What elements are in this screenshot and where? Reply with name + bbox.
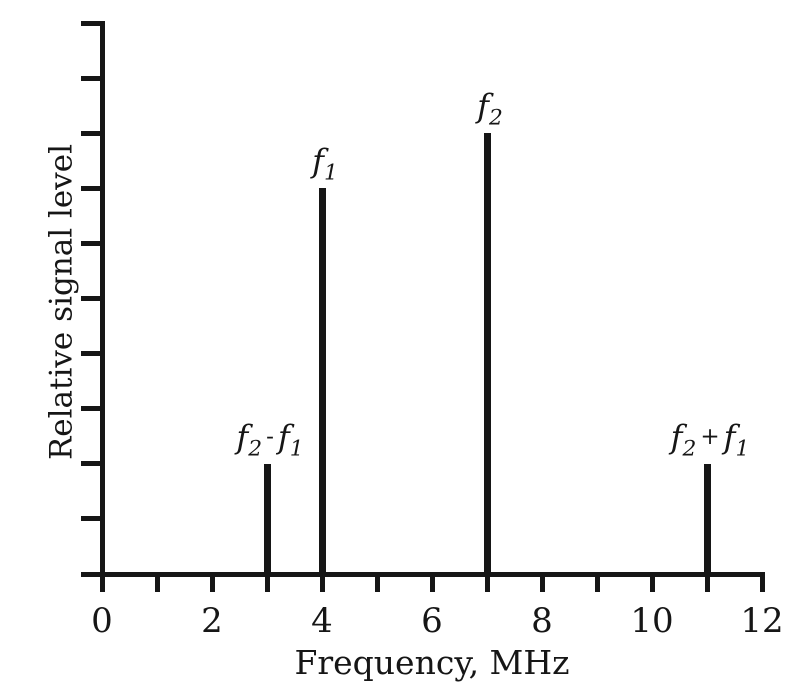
x-tick-label: 6 [421,601,443,641]
peak-label-f2: f2 [477,87,503,131]
y-tick [81,240,102,246]
y-tick [81,461,102,467]
x-tick [374,574,380,592]
y-axis-line [99,20,105,577]
x-tick [759,574,765,592]
x-tick [594,574,600,592]
peak-label-f1: f1 [312,142,338,186]
x-tick-label: 2 [201,601,223,641]
x-tick [99,574,105,592]
y-tick [81,185,102,191]
y-tick [81,75,102,81]
x-tick [649,574,655,592]
y-tick [81,406,102,412]
x-tick [484,574,490,592]
x-tick-label: 4 [311,601,333,641]
y-tick [81,20,102,26]
x-tick [209,574,215,592]
y-axis-title: Relative signal level [43,143,80,461]
spectral-line-f2-f1 [263,463,271,574]
y-tick [81,516,102,522]
x-tick [154,574,160,592]
x-tick [704,574,710,592]
x-tick-label: 10 [630,601,674,641]
peak-label-f2-f1: f2- f1 [236,418,304,462]
x-tick-label: 0 [91,601,113,641]
x-tick-label: 12 [740,601,784,641]
y-tick [81,351,102,357]
y-tick [81,130,102,136]
y-tick [81,296,102,301]
x-axis-title: Frequency, MHz [294,643,570,682]
x-tick [429,574,435,592]
x-tick [319,574,325,592]
x-tick [539,574,545,592]
x-tick [264,574,270,592]
spectral-line-f2-plus-f1 [703,463,711,574]
y-tick [81,571,102,577]
x-tick-label: 8 [531,601,553,641]
spectral-line-f2 [483,133,491,574]
spectral-line-f1 [318,188,326,574]
peak-label-f2-plus-f1: f2 + f1 [670,418,750,462]
